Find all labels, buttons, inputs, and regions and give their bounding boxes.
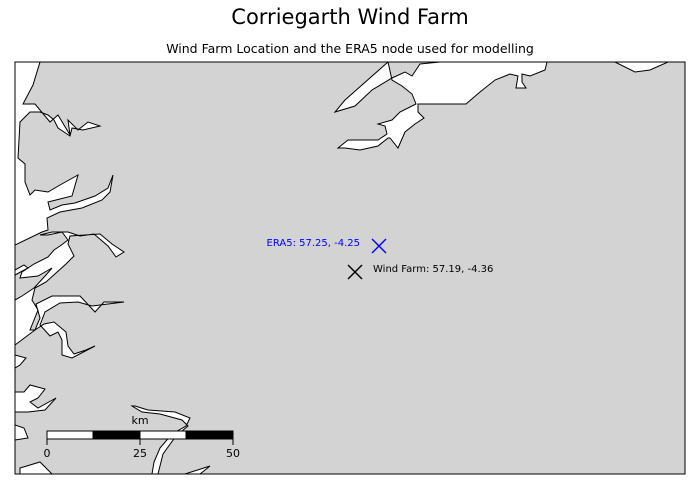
scale-bar-tick-label: 0 (44, 447, 51, 460)
scale-bar-unit: km (131, 414, 148, 427)
land-islet (15, 354, 27, 369)
wind-farm-marker[interactable]: Wind Farm: 57.19, -4.36 (347, 264, 493, 280)
wind-farm-label: Wind Farm: 57.19, -4.36 (373, 264, 493, 275)
land-northeast (614, 62, 669, 73)
scale-bar: km 0 25 50 (44, 414, 241, 460)
water-area (15, 62, 685, 474)
land-north (333, 62, 548, 151)
scale-bar-segment (92, 430, 141, 440)
land-west-coast (15, 62, 125, 413)
scale-bar-segment (139, 430, 187, 440)
x-icon (347, 264, 363, 280)
map-subtitle: Wind Farm Location and the ERA5 node use… (166, 41, 534, 56)
scale-bar-segment (185, 430, 234, 440)
land-south (130, 405, 211, 474)
scale-bar-tick-label: 50 (226, 447, 240, 460)
scale-bar-tick-label: 25 (133, 447, 147, 460)
map-title: Corriegarth Wind Farm (231, 5, 469, 29)
scale-bar-segment (46, 430, 94, 440)
land-islet (15, 424, 29, 441)
land-islet (19, 461, 53, 474)
era5-label: ERA5: 57.25, -4.25 (267, 238, 360, 249)
map-frame (14, 61, 686, 475)
era5-marker[interactable]: ERA5: 57.25, -4.25 (267, 238, 387, 254)
x-icon (371, 238, 387, 254)
